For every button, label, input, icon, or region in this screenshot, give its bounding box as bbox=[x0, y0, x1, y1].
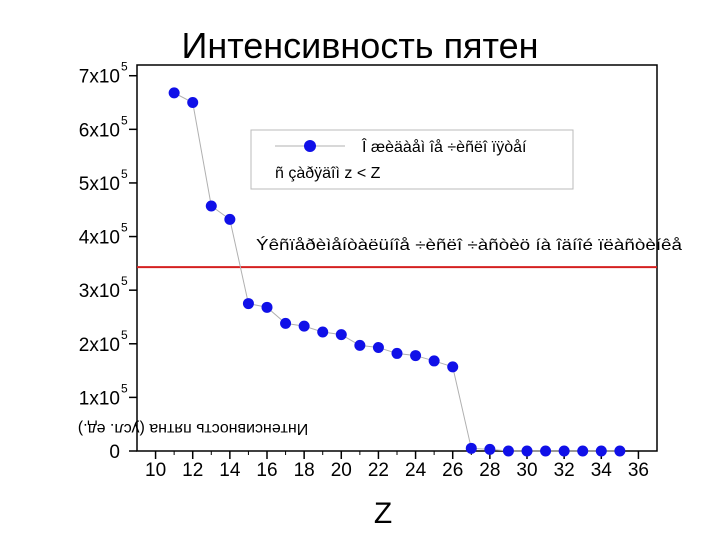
y-tick-label: 2x10 bbox=[79, 335, 120, 356]
data-point bbox=[168, 87, 180, 99]
y-axis-title: Интенсивность пятна (усл. ед.) bbox=[78, 420, 308, 437]
data-point bbox=[614, 445, 626, 457]
y-tick-label: 3x10 bbox=[79, 281, 120, 302]
chart-title: Интенсивность пятен bbox=[181, 25, 538, 66]
x-tick-label: 18 bbox=[294, 460, 315, 481]
data-point bbox=[242, 298, 254, 310]
data-point bbox=[521, 445, 533, 457]
x-tick-label: 36 bbox=[628, 460, 649, 481]
x-tick-label: 20 bbox=[331, 460, 352, 481]
data-point bbox=[317, 326, 329, 338]
data-point bbox=[577, 445, 589, 457]
y-tick-label: 5x10 bbox=[79, 174, 120, 195]
y-tick-label: 4x10 bbox=[79, 228, 120, 249]
x-tick-label: 32 bbox=[554, 460, 575, 481]
data-point bbox=[354, 339, 366, 351]
legend-box bbox=[250, 129, 574, 190]
x-axis-title: Z bbox=[374, 497, 392, 530]
x-axis-ticks: 10 12 14 16 18 20 22 24 26 28 30 32 34 36 bbox=[145, 451, 649, 481]
data-point bbox=[391, 347, 403, 359]
y-tick-exponent: 5 bbox=[121, 381, 128, 395]
x-tick-label: 22 bbox=[368, 460, 389, 481]
y-tick-exponent: 5 bbox=[121, 221, 128, 235]
y-tick-label: 1x10 bbox=[79, 388, 120, 409]
y-tick-label: 6x10 bbox=[79, 120, 120, 141]
data-point bbox=[410, 350, 422, 362]
data-point bbox=[280, 317, 292, 329]
x-tick-label: 24 bbox=[405, 460, 427, 481]
y-tick-label: 7x10 bbox=[79, 67, 120, 88]
y-tick-exponent: 5 bbox=[121, 60, 128, 74]
legend-label: Î æèäàåì îå ÷èñëî ïÿòåí bbox=[361, 137, 527, 156]
legend-marker bbox=[304, 140, 316, 152]
data-point bbox=[484, 443, 496, 455]
data-point bbox=[372, 342, 384, 354]
data-point bbox=[502, 445, 514, 457]
data-point bbox=[224, 213, 236, 225]
data-points bbox=[168, 87, 626, 457]
plot-frame bbox=[136, 64, 658, 452]
x-tick-label: 28 bbox=[479, 460, 500, 481]
x-tick-label: 10 bbox=[145, 460, 166, 481]
legend: Î æèäàåì îå ÷èñëî ïÿòåí ñ çàðÿäîì z < Z bbox=[250, 129, 574, 190]
y-tick-label: 0 bbox=[109, 442, 120, 463]
data-point bbox=[298, 320, 310, 332]
data-point bbox=[540, 445, 552, 457]
data-point bbox=[465, 442, 477, 454]
x-tick-label: 26 bbox=[442, 460, 463, 481]
x-tick-label: 12 bbox=[182, 460, 203, 481]
data-point bbox=[595, 445, 607, 457]
threshold-label: Ýêñïåðèìåíòàëüíîå ÷èñëî ÷àñòèö íà îäíîé … bbox=[256, 235, 682, 254]
x-tick-label: 16 bbox=[256, 460, 277, 481]
legend-label-continued: ñ çàðÿäîì z < Z bbox=[275, 165, 381, 182]
y-tick-exponent: 5 bbox=[121, 274, 128, 288]
x-tick-label: 34 bbox=[591, 460, 613, 481]
data-point bbox=[558, 445, 570, 457]
data-point bbox=[428, 355, 440, 367]
data-point bbox=[335, 329, 347, 341]
y-tick-exponent: 5 bbox=[121, 167, 128, 181]
data-point bbox=[205, 200, 217, 212]
data-point bbox=[261, 301, 273, 313]
x-tick-label: 30 bbox=[516, 460, 537, 481]
y-tick-exponent: 5 bbox=[121, 328, 128, 342]
x-tick-label: 14 bbox=[219, 460, 241, 481]
y-tick-exponent: 5 bbox=[121, 113, 128, 127]
data-point bbox=[187, 97, 199, 109]
data-point bbox=[447, 361, 459, 373]
